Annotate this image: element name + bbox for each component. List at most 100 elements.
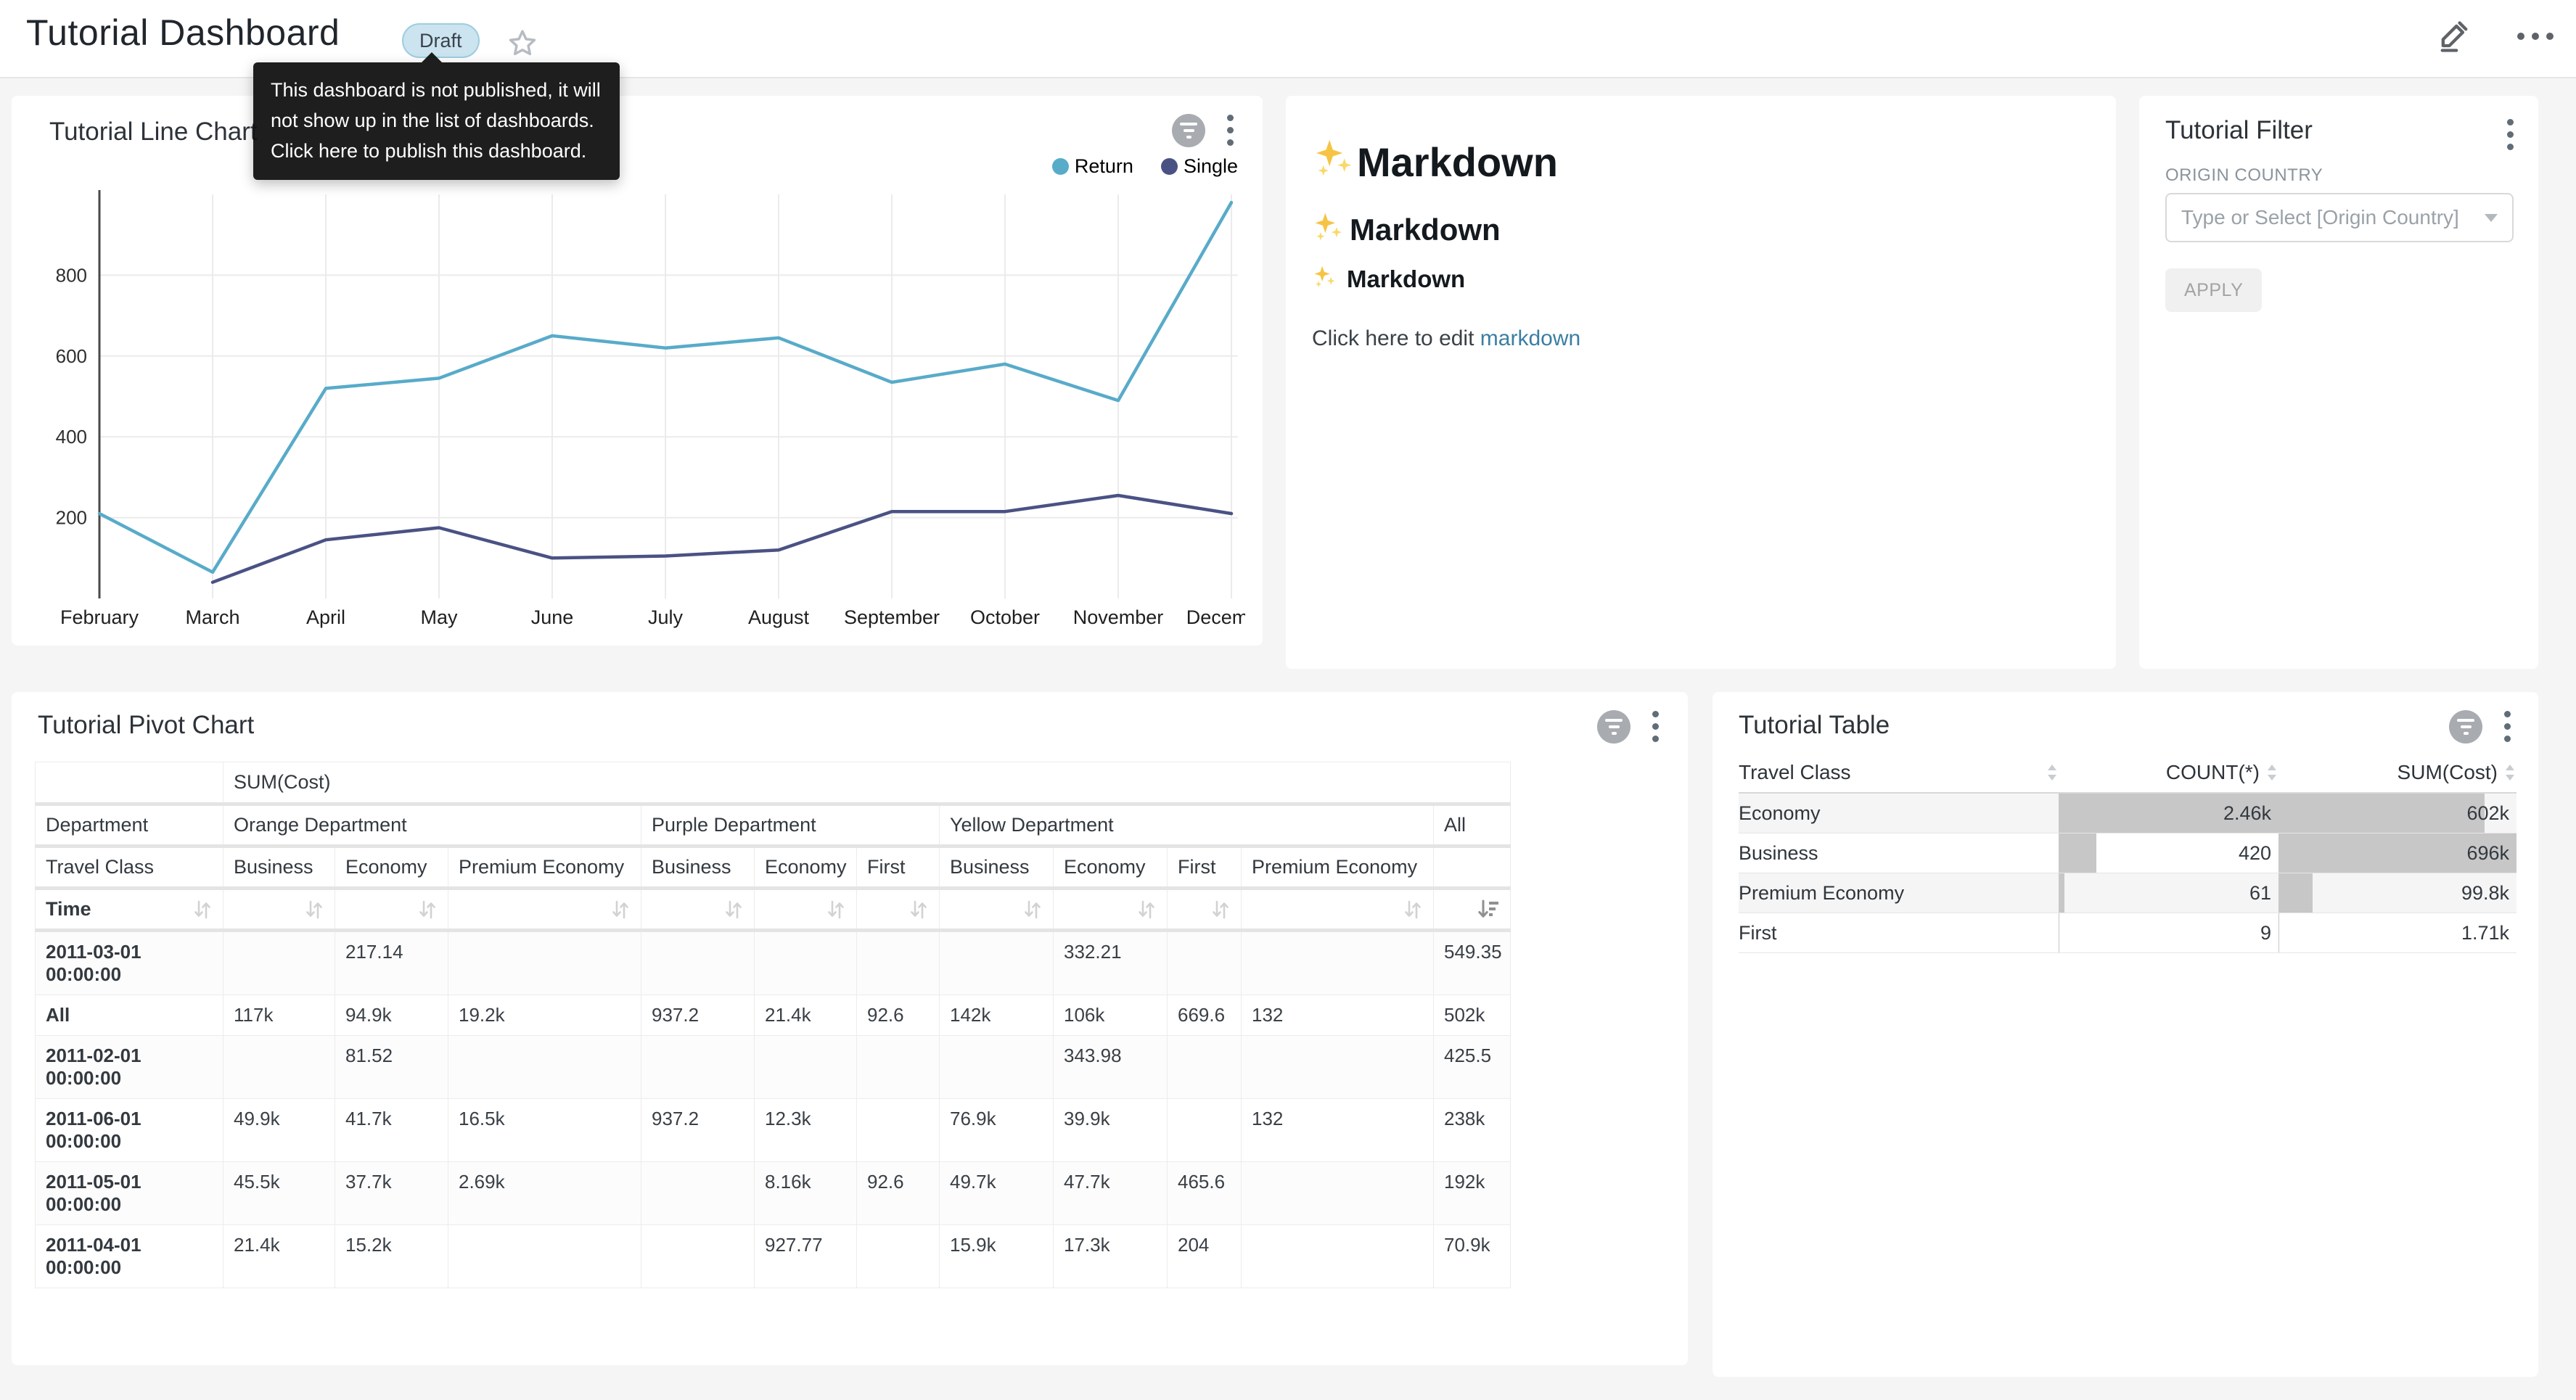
cross-filter-badge-icon[interactable] <box>1597 710 1630 744</box>
filter-panel-menu-icon[interactable] <box>2504 116 2516 153</box>
table-row[interactable]: Business420696k <box>1739 833 2516 873</box>
pivot-value-cell: 927.77 <box>755 1225 857 1288</box>
pivot-value-cell <box>641 1036 755 1099</box>
sort-icon[interactable] <box>192 899 213 921</box>
sort-icon[interactable] <box>417 899 438 921</box>
sort-icon[interactable] <box>908 899 929 921</box>
sort-desc-active-icon[interactable] <box>1477 899 1500 921</box>
svg-text:200: 200 <box>56 507 87 529</box>
sort-icon[interactable] <box>826 899 846 921</box>
apply-filter-button[interactable]: APPLY <box>2165 268 2262 312</box>
pivot-class-header: Economy <box>755 847 857 889</box>
pivot-value-cell: 106k <box>1054 995 1168 1036</box>
svg-text:400: 400 <box>56 426 87 448</box>
pivot-value-cell <box>1168 931 1242 995</box>
sort-icon[interactable] <box>610 899 631 921</box>
pivot-header-department-row: DepartmentOrange DepartmentPurple Depart… <box>36 804 1511 847</box>
pivot-value-cell: 45.5k <box>223 1162 335 1225</box>
pivot-value-cell: 332.21 <box>1054 931 1168 995</box>
svg-text:November: November <box>1073 606 1164 628</box>
pivot-value-cell <box>857 1099 940 1162</box>
pivot-value-cell: 47.7k <box>1054 1162 1168 1225</box>
pivot-value-cell: 132 <box>1242 1099 1434 1162</box>
svg-text:June: June <box>531 606 574 628</box>
sort-icon[interactable] <box>1403 899 1423 921</box>
chart-legend[interactable]: Return Single <box>1052 155 1238 178</box>
sort-icon[interactable] <box>1022 899 1043 921</box>
edit-dashboard-pencil-icon[interactable] <box>2434 16 2474 57</box>
count-bar <box>2059 833 2096 873</box>
cell-travel-class: First <box>1739 913 2059 952</box>
table-row[interactable]: Economy2.46k602k <box>1739 794 2516 833</box>
pivot-value-cell: 117k <box>223 995 335 1036</box>
col-header-count[interactable]: COUNT(*) <box>2059 761 2278 784</box>
count-bar <box>2059 873 2064 913</box>
column-sorter-icon[interactable] <box>2046 763 2059 782</box>
table-panel-title: Tutorial Table <box>1739 711 1890 740</box>
svg-text:September: September <box>844 606 940 628</box>
pivot-header-class-row: Travel ClassBusinessEconomyPremium Econo… <box>36 847 1511 889</box>
edit-markdown-link[interactable]: markdown <box>1480 326 1580 350</box>
pivot-value-cell <box>940 931 1054 995</box>
pivot-all-cell: 425.5 <box>1434 1036 1511 1099</box>
cell-sum-cost: 696k <box>2278 833 2516 873</box>
pivot-row: All117k94.9k19.2k937.221.4k92.6142k106k6… <box>36 995 1511 1036</box>
table-header-row: Travel Class COUNT(*) SUM(Cost) <box>1739 753 2516 794</box>
pivot-value-cell: 15.9k <box>940 1225 1054 1288</box>
sort-icon[interactable] <box>1210 899 1231 921</box>
origin-country-select[interactable]: Type or Select [Origin Country] <box>2165 193 2514 242</box>
dashboard-more-menu-icon[interactable] <box>2515 16 2556 57</box>
pivot-value-cell <box>857 1225 940 1288</box>
page-title: Tutorial Dashboard <box>26 12 340 54</box>
pivot-value-cell: 669.6 <box>1168 995 1242 1036</box>
pivot-all-cell: 502k <box>1434 995 1511 1036</box>
svg-text:October: October <box>970 606 1040 628</box>
pivot-value-cell: 217.14 <box>335 931 448 995</box>
table-row[interactable]: First91.71k <box>1739 913 2516 953</box>
column-sorter-icon[interactable] <box>2265 763 2278 782</box>
pivot-all-cell: 549.35 <box>1434 931 1511 995</box>
pivot-row: 2011-05-01 00:00:0045.5k37.7k2.69k8.16k9… <box>36 1162 1511 1225</box>
sum-bar <box>2278 873 2313 913</box>
svg-text:March: March <box>185 606 239 628</box>
sparkles-icon <box>1312 136 1357 188</box>
svg-text:December: December <box>1186 606 1245 628</box>
pivot-all-cell: 70.9k <box>1434 1225 1511 1288</box>
favorite-star-icon[interactable] <box>502 23 543 64</box>
cell-travel-class: Business <box>1739 833 2059 873</box>
pivot-row-label: 2011-03-01 00:00:00 <box>36 931 223 995</box>
pivot-value-cell: 49.7k <box>940 1162 1054 1225</box>
sum-bar <box>2278 794 2485 833</box>
pivot-value-cell <box>755 1036 857 1099</box>
pivot-row-label: 2011-06-01 00:00:00 <box>36 1099 223 1162</box>
pivot-table-grid: SUM(Cost)DepartmentOrange DepartmentPurp… <box>35 762 1511 1288</box>
pivot-value-cell: 12.3k <box>755 1099 857 1162</box>
sort-icon[interactable] <box>1136 899 1157 921</box>
sum-bar <box>2278 913 2279 952</box>
pivot-value-cell: 92.6 <box>857 995 940 1036</box>
pivot-all-header: All <box>1434 804 1511 847</box>
pivot-value-cell: 465.6 <box>1168 1162 1242 1225</box>
legend-item-single[interactable]: Single <box>1161 155 1238 178</box>
markdown-h3: Markdown <box>1312 264 1465 295</box>
col-header-travel-class[interactable]: Travel Class <box>1739 761 2059 784</box>
pivot-value-cell <box>223 931 335 995</box>
pivot-class-header: Premium Economy <box>1242 847 1434 889</box>
pivot-panel-menu-icon[interactable] <box>1649 708 1662 745</box>
col-header-sum-cost[interactable]: SUM(Cost) <box>2278 761 2516 784</box>
pivot-row-label: 2011-02-01 00:00:00 <box>36 1036 223 1099</box>
column-sorter-icon[interactable] <box>2503 763 2516 782</box>
line-chart-plot[interactable]: 200400600800FebruaryMarchAprilMayJuneJul… <box>12 96 1245 646</box>
sort-icon[interactable] <box>723 899 744 921</box>
sort-icon[interactable] <box>304 899 324 921</box>
svg-text:July: July <box>648 606 684 628</box>
table-row[interactable]: Premium Economy6199.8k <box>1739 873 2516 913</box>
pivot-class-header: Business <box>940 847 1054 889</box>
pivot-row-label: All <box>36 995 223 1036</box>
pivot-value-cell <box>641 1225 755 1288</box>
data-table: Travel Class COUNT(*) SUM(Cost) Economy2… <box>1739 753 2516 953</box>
origin-country-label: ORIGIN COUNTRY <box>2165 165 2323 186</box>
legend-item-return[interactable]: Return <box>1052 155 1133 178</box>
table-panel-menu-icon[interactable] <box>2501 708 2514 745</box>
cross-filter-badge-icon[interactable] <box>2449 710 2482 744</box>
